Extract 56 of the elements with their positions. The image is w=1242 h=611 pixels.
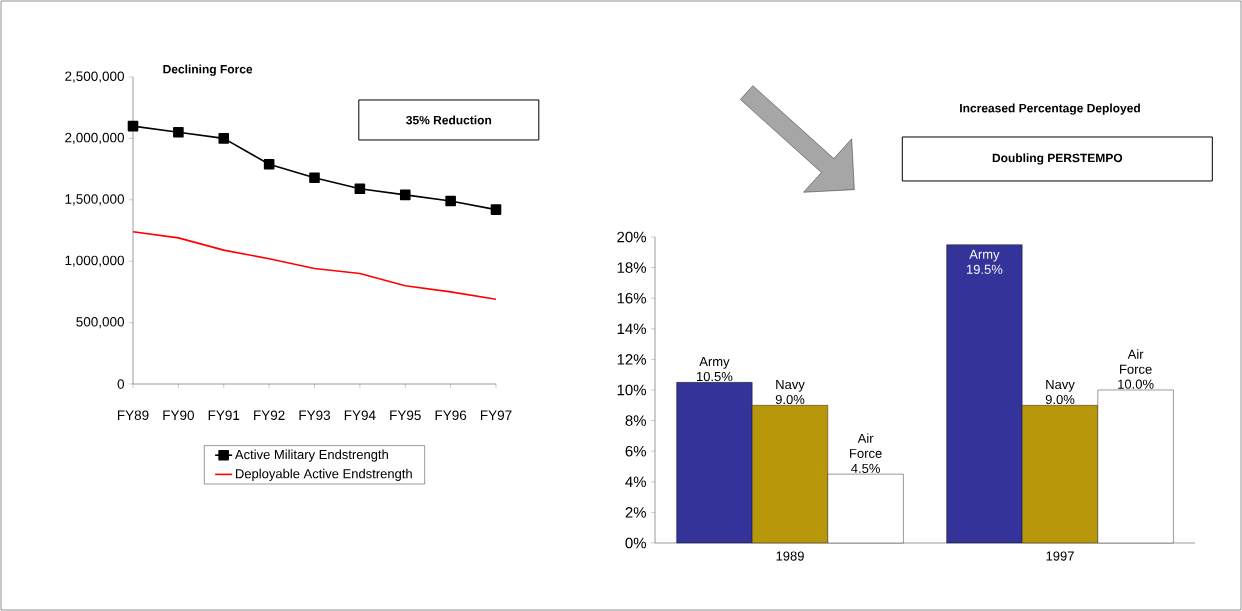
y-tick-label: 12% [617, 354, 647, 365]
x-tick-label: 1997 [1046, 551, 1074, 561]
x-tick-label: 1989 [776, 551, 804, 561]
chart-title: Increased Percentage Deployed [960, 103, 1140, 115]
point [399, 189, 411, 201]
y-tick-label: 4% [625, 476, 647, 488]
x-tick-label: FY92 [254, 410, 285, 420]
point [173, 126, 184, 138]
point [127, 120, 139, 132]
y-tick-label: 500,000 [76, 317, 125, 329]
x-tick-label: FY93 [299, 410, 331, 420]
y-tick-label: 1,000,000 [65, 255, 125, 267]
y-tick-label: 2% [625, 507, 647, 518]
x-tick-label: FY94 [344, 410, 376, 420]
legend-label: Deployable Active Endstrength [235, 468, 412, 481]
y-tick-label: 8% [625, 415, 647, 426]
y-tick-label: 20% [617, 231, 647, 243]
y-tick-label: 2,000,000 [65, 132, 125, 144]
y-tick-label: 0% [625, 537, 647, 549]
y-tick-label: 10% [617, 384, 647, 396]
y-tick-label: 16% [617, 292, 647, 304]
series-label: Army [969, 249, 1000, 262]
chart-title: Declining Force [163, 64, 253, 76]
data-label: 9.0% [775, 394, 805, 405]
x-tick-label: FY90 [163, 410, 194, 420]
annotation: 35% Reduction [406, 115, 492, 125]
text: Doubling PERSTEMPO [992, 153, 1123, 165]
legend-label: Active Military Endstrength [234, 449, 388, 462]
point [490, 204, 502, 215]
x-tick-label: FY96 [435, 410, 467, 420]
line-series [132, 230, 497, 301]
y-tick-label: 14% [617, 323, 647, 335]
point [354, 183, 366, 195]
y-tick-label: 1,500,000 [65, 194, 125, 206]
text: Air Force [1120, 349, 1152, 374]
y-tick-label: 18% [617, 262, 647, 273]
series-label: Air Force [850, 433, 882, 458]
text: Navy [1046, 380, 1075, 392]
text: Army [699, 357, 730, 369]
data-label: 19.5% [966, 264, 1003, 274]
data-label: 4.5% [851, 463, 880, 473]
x-tick-label: FY91 [208, 410, 240, 420]
point [309, 172, 320, 183]
y-tick-label: 2,500,000 [65, 71, 125, 83]
point [445, 195, 456, 207]
point [218, 133, 230, 144]
data-label: 10.5% [696, 371, 733, 382]
point [263, 158, 275, 170]
x-tick-label: FY97 [480, 410, 512, 420]
y-tick-label: 0 [117, 379, 125, 389]
data-label: 9.0% [1045, 394, 1075, 405]
data-label: 10.0% [1118, 379, 1154, 389]
y-tick-label: 6% [625, 445, 647, 457]
x-tick-label: FY95 [390, 410, 421, 420]
series-label: Navy [776, 380, 805, 392]
x-tick-label: FY89 [117, 410, 149, 420]
